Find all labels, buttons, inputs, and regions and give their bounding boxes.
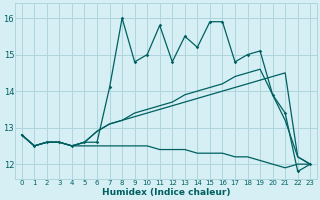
X-axis label: Humidex (Indice chaleur): Humidex (Indice chaleur)	[102, 188, 230, 197]
